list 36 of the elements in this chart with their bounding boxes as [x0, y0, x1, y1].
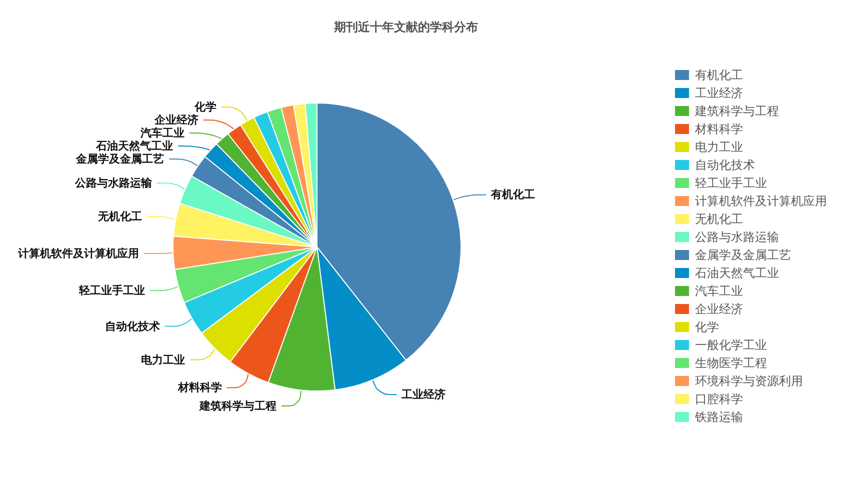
slice-label: 企业经济 [153, 114, 198, 127]
legend-label: 电力工业 [695, 140, 743, 154]
legend-label: 自动化技术 [695, 158, 755, 172]
legend-label: 材料科学 [694, 122, 743, 136]
slice-label: 化学 [193, 100, 216, 114]
legend-label: 铁路运输 [694, 410, 743, 424]
legend-label: 石油天然气工业 [695, 266, 779, 280]
legend-label: 轻工业手工业 [695, 176, 767, 190]
slice-label: 计算机软件及计算机应用 [17, 247, 140, 260]
slice-label: 无机化工 [96, 210, 142, 224]
legend-label: 工业经济 [695, 86, 743, 100]
legend-label: 计算机软件及计算机应用 [695, 194, 827, 208]
slice-label: 轻工业手工业 [78, 284, 146, 298]
slice-label: 电力工业 [141, 353, 186, 366]
slice-label: 石油天然气工业 [95, 140, 174, 153]
legend-label: 汽车工业 [695, 284, 743, 298]
legend-label: 企业经济 [695, 302, 743, 316]
chart-title: 期刊近十年文献的学科分布 [333, 20, 478, 34]
legend-label: 公路与水路运输 [695, 230, 779, 244]
legend-label: 金属学及金属工艺 [695, 248, 791, 262]
slice-label: 工业经济 [400, 388, 446, 402]
legend-label: 有机化工 [695, 68, 743, 82]
legend-label: 无机化工 [695, 212, 743, 226]
legend-label: 化学 [695, 320, 719, 334]
legend-label: 环境科学与资源利用 [695, 374, 803, 388]
legend-label: 一般化学工业 [695, 338, 767, 352]
slice-label: 建筑科学与工程 [198, 400, 276, 413]
slice-label: 有机化工 [490, 188, 536, 202]
slice-label: 金属学及金属工艺 [75, 152, 164, 166]
slice-label: 自动化技术 [104, 320, 160, 333]
legend-label: 生物医学工程 [695, 356, 767, 370]
slice-label: 汽车工业 [139, 126, 184, 140]
legend-label: 建筑科学与工程 [694, 104, 779, 118]
slice-label: 材料科学 [176, 381, 222, 394]
slice-label: 公路与水路运输 [74, 176, 153, 190]
legend-label: 口腔科学 [695, 392, 743, 406]
